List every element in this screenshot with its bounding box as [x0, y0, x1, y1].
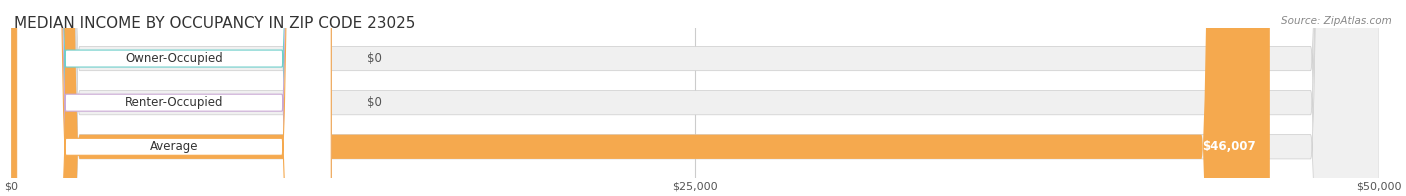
Text: $46,007: $46,007: [1202, 140, 1256, 153]
Text: Source: ZipAtlas.com: Source: ZipAtlas.com: [1281, 16, 1392, 26]
FancyBboxPatch shape: [17, 0, 332, 196]
Text: Renter-Occupied: Renter-Occupied: [125, 96, 224, 109]
FancyBboxPatch shape: [11, 0, 1379, 196]
FancyBboxPatch shape: [11, 0, 1379, 196]
FancyBboxPatch shape: [11, 0, 1270, 196]
Text: Average: Average: [149, 140, 198, 153]
Text: $0: $0: [367, 96, 381, 109]
Text: $0: $0: [367, 52, 381, 65]
Text: MEDIAN INCOME BY OCCUPANCY IN ZIP CODE 23025: MEDIAN INCOME BY OCCUPANCY IN ZIP CODE 2…: [14, 16, 415, 31]
Text: Owner-Occupied: Owner-Occupied: [125, 52, 222, 65]
FancyBboxPatch shape: [17, 0, 332, 196]
FancyBboxPatch shape: [11, 0, 1379, 196]
FancyBboxPatch shape: [17, 0, 332, 196]
